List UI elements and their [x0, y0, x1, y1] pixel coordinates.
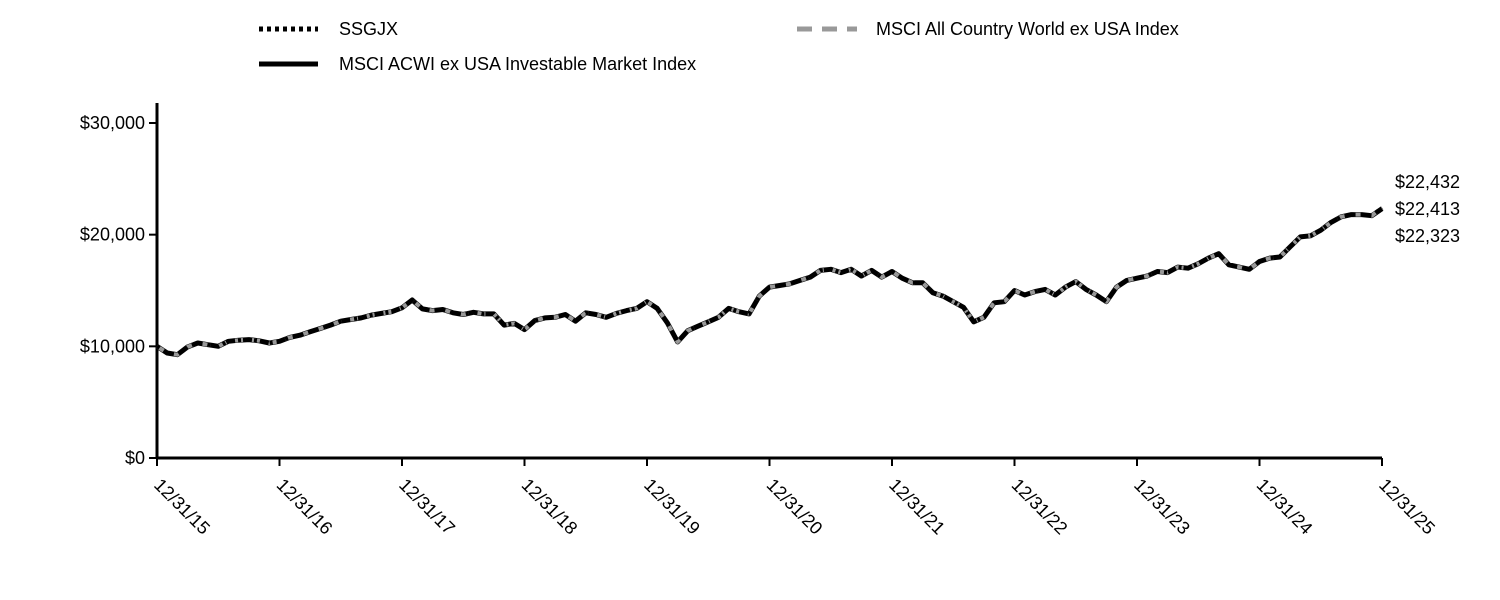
- x-tick-label: 12/31/19: [640, 475, 704, 539]
- x-tick-label: 12/31/17: [395, 475, 459, 539]
- legend: SSGJX MSCI ACWI ex USA Investable Market…: [259, 19, 1179, 74]
- end-value-labels: $22,432 $22,413 $22,323: [1395, 172, 1460, 246]
- legend-label-fund: SSGJX: [339, 19, 398, 39]
- y-tick-label: $30,000: [80, 113, 145, 133]
- x-tick-label: 12/31/18: [518, 475, 582, 539]
- y-tick-label: $20,000: [80, 225, 145, 245]
- series-line-dotted: [155, 206, 1384, 357]
- end-value-label: $22,323: [1395, 226, 1460, 246]
- y-tick-label: $0: [125, 448, 145, 468]
- legend-label-regional-index: MSCI All Country World ex USA Index: [876, 19, 1179, 39]
- y-tick-label: $10,000: [80, 336, 145, 356]
- series-lines: [155, 205, 1384, 358]
- axes: $0 $10,000 $20,000 $30,000 12/31/15 12/31/16 1…: [80, 103, 1439, 538]
- series-line-solid: [155, 206, 1384, 358]
- x-tick-label: 12/31/25: [1375, 475, 1439, 539]
- legend-label-broad-index: MSCI ACWI ex USA Investable Market Index: [339, 54, 696, 74]
- x-tick-label: 12/31/15: [150, 475, 214, 539]
- x-tick-label: 12/31/24: [1253, 475, 1317, 539]
- x-tick-label: 12/31/16: [273, 475, 337, 539]
- x-tick-label: 12/31/22: [1008, 475, 1072, 539]
- series-line-dashed: [155, 205, 1384, 357]
- end-value-label: $22,413: [1395, 199, 1460, 219]
- x-tick-label: 12/31/23: [1130, 475, 1194, 539]
- x-tick-label: 12/31/20: [763, 475, 827, 539]
- end-value-label: $22,432: [1395, 172, 1460, 192]
- x-tick-label: 12/31/21: [885, 475, 949, 539]
